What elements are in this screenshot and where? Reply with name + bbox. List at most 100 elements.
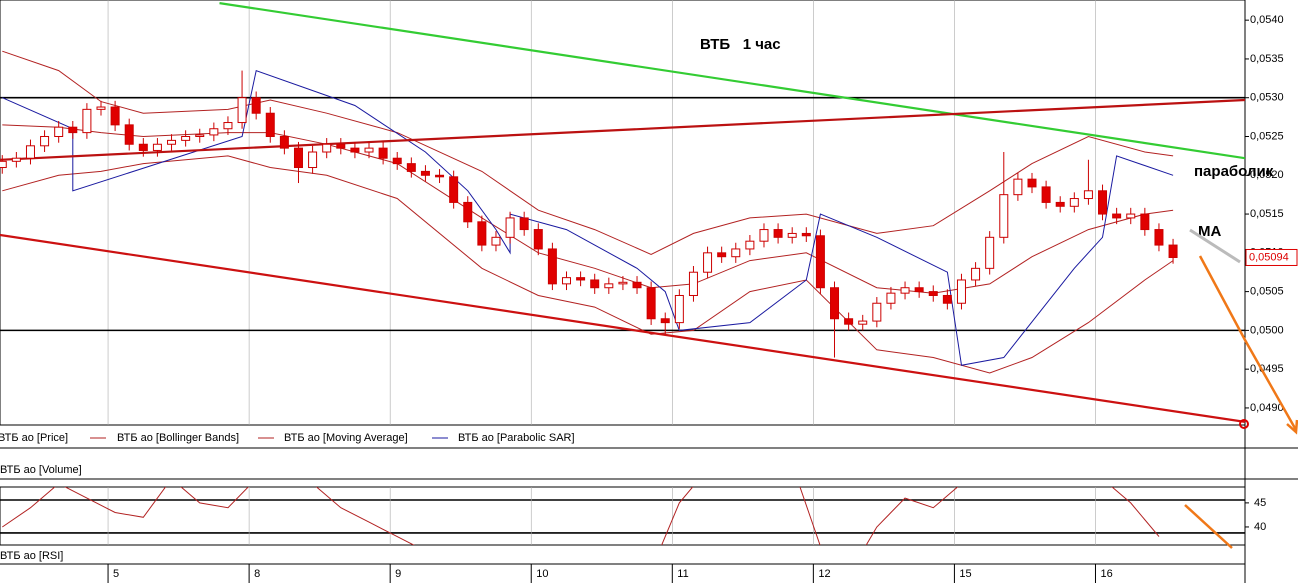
candle-body: [745, 240, 755, 250]
candle-body: [1154, 229, 1164, 246]
candle-body: [491, 236, 501, 246]
candle-body: [449, 176, 459, 203]
candle-body: [336, 143, 346, 149]
candle-body: [420, 170, 430, 176]
candle-body: [364, 147, 374, 153]
candle-body: [830, 287, 840, 320]
candle-body: [152, 143, 162, 151]
candle-body: [68, 126, 78, 134]
candle-body: [1041, 186, 1051, 203]
candle-body: [604, 283, 614, 289]
volume-label: ВТБ ао [Volume]: [0, 464, 82, 476]
y-tick-label: 0,0535: [1250, 53, 1284, 65]
legend-label: ВТБ ао [Bollinger Bands]: [117, 432, 239, 444]
y-tick-label: 0,0530: [1250, 92, 1284, 104]
candle-body: [660, 318, 670, 324]
legend-label: ВТБ ао [Moving Average]: [284, 432, 408, 444]
candle-body: [477, 221, 487, 246]
x-tick-label: 16: [1100, 568, 1112, 580]
candle-body: [674, 294, 684, 324]
candle-body: [561, 277, 571, 285]
candle-body: [773, 229, 783, 238]
candle-body: [1083, 190, 1093, 200]
marker: [1239, 419, 1249, 429]
candle-body: [942, 294, 952, 304]
x-tick-label: 8: [254, 568, 260, 580]
candle-body: [110, 106, 120, 126]
candle-body: [167, 139, 177, 145]
rsi-line: [2, 487, 1160, 545]
candle-body: [279, 135, 289, 149]
candle-body: [1027, 178, 1037, 188]
candle-body: [463, 201, 473, 223]
candle-body: [956, 279, 966, 304]
candle-body: [717, 252, 727, 258]
candle-body: [251, 97, 261, 114]
candle-body: [350, 147, 360, 153]
candle-body: [237, 97, 247, 124]
candle-body: [1098, 190, 1108, 215]
parabolic-sar: [2, 69, 1174, 366]
candle-body: [392, 157, 402, 165]
candle-body: [435, 174, 445, 178]
arrow-head: [1286, 419, 1298, 435]
x-tick-label: 11: [677, 568, 688, 580]
candle-body: [759, 229, 769, 242]
candle-body: [378, 147, 388, 159]
annotation: МА: [1198, 223, 1221, 240]
trend-line: [219, 2, 1245, 160]
y-tick-label: 0,0490: [1250, 402, 1284, 414]
candle-body: [82, 108, 92, 134]
candle-body: [124, 124, 134, 145]
y-tick-label: 0,0515: [1250, 208, 1284, 220]
candle-body: [519, 217, 529, 231]
candle-body: [928, 291, 938, 296]
candle-body: [632, 281, 642, 289]
candle-body: [900, 287, 910, 294]
candle-body: [1069, 198, 1079, 207]
trend-line: [0, 98, 1245, 161]
candle-body: [703, 252, 713, 273]
rsi-label: ВТБ ао [RSI]: [0, 550, 63, 562]
candle-body: [223, 122, 233, 130]
candle-body: [533, 229, 543, 250]
rsi-plot: [0, 487, 1245, 545]
y-tick-label: 0,0540: [1250, 14, 1284, 26]
candle-body: [1126, 213, 1136, 219]
candle-body: [1055, 201, 1065, 207]
candle-body: [0, 160, 7, 169]
candle-body: [971, 267, 981, 281]
candle-body: [815, 235, 825, 289]
y-tick-label: 0,0520: [1250, 169, 1284, 181]
candle-body: [844, 318, 854, 325]
last-price-label: 0,05094: [1249, 251, 1289, 263]
x-tick-label: 5: [113, 568, 119, 580]
candle-body: [886, 292, 896, 304]
candle-body: [265, 112, 275, 137]
candle-body: [505, 217, 515, 238]
annotation: параболик: [1194, 163, 1274, 180]
rsi-frame: [0, 486, 1246, 546]
candle-body: [576, 277, 586, 281]
candle-body: [547, 248, 557, 285]
candle-body: [54, 126, 64, 137]
y-tick-label: 0,0505: [1250, 286, 1284, 298]
x-tick-label: 9: [395, 568, 401, 580]
candle-body: [1168, 244, 1178, 258]
candle-body: [96, 106, 106, 110]
bollinger-upper: [2, 50, 1174, 255]
x-tick-label: 10: [536, 568, 548, 580]
candle-body: [618, 281, 628, 285]
candle-body: [731, 248, 741, 258]
y-tick-label: 0,0495: [1250, 363, 1284, 375]
candle-body: [801, 232, 811, 237]
candle-body: [195, 134, 205, 137]
candle-body: [858, 320, 868, 325]
candle-body: [406, 163, 416, 172]
y-tick-label: 0,0525: [1250, 130, 1284, 142]
candle-body: [138, 143, 148, 151]
candle-body: [25, 145, 35, 159]
candle-body: [11, 157, 21, 162]
